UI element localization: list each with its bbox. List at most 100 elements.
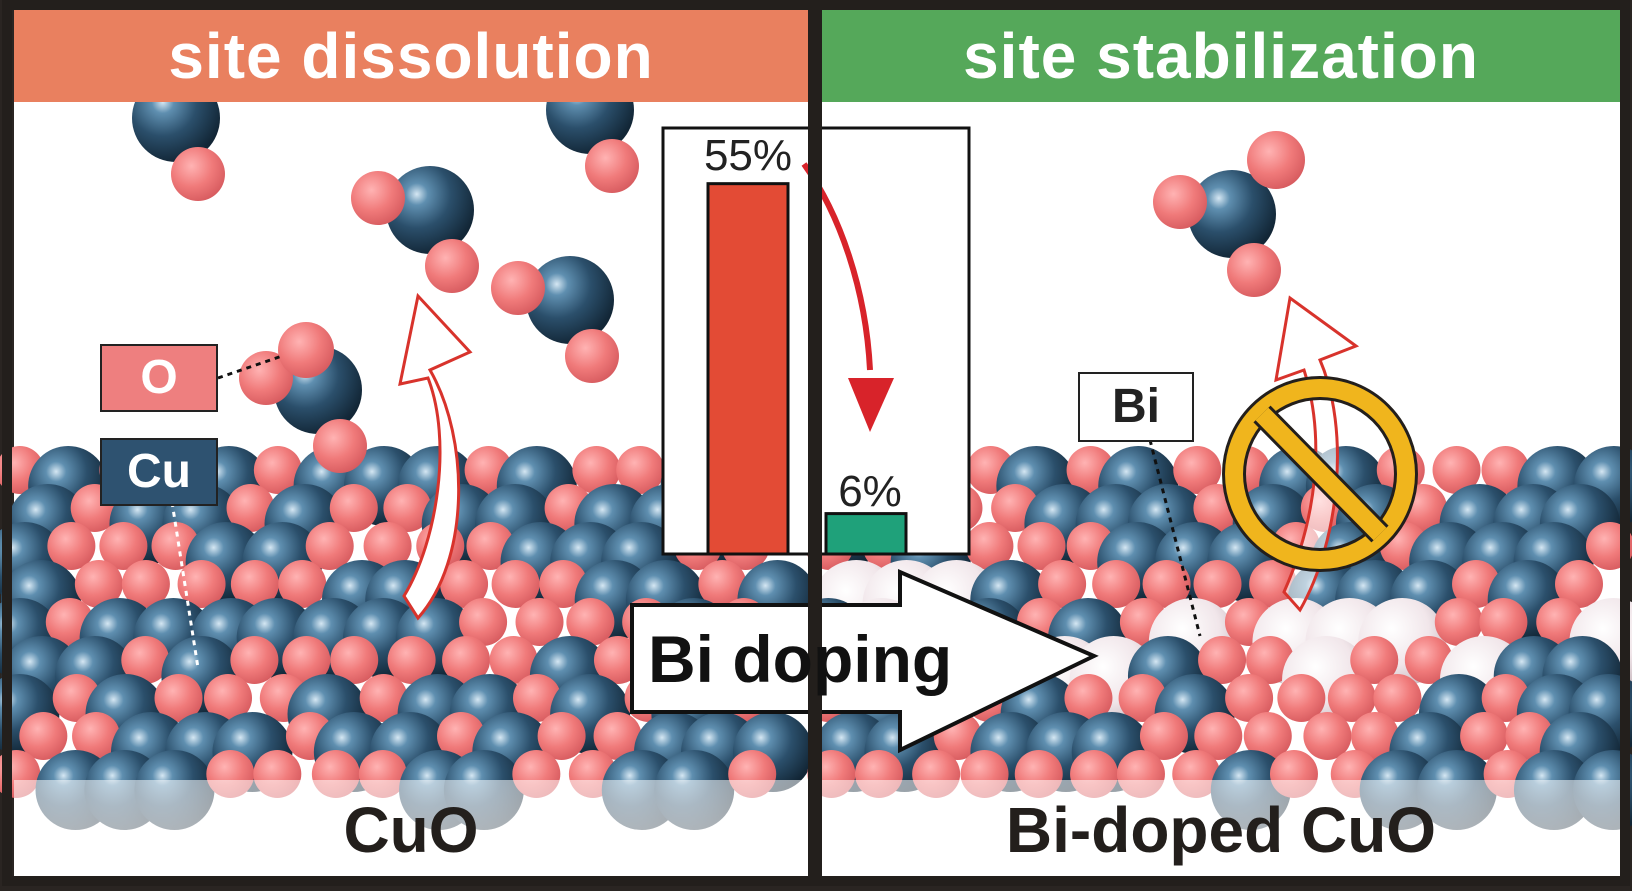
oxygen-atom	[387, 636, 436, 684]
oxygen-atom	[1277, 674, 1326, 722]
oxygen-atom	[566, 598, 615, 646]
oxygen-atom	[565, 329, 619, 383]
oxygen-atom	[278, 560, 327, 608]
right-substrate-band	[822, 780, 1620, 876]
oxygen-atom	[19, 712, 68, 760]
bi-doping-label: Bi doping	[648, 622, 953, 696]
oxygen-atom	[253, 446, 302, 494]
oxygen-atom	[1247, 131, 1305, 189]
oxygen-atom	[1555, 560, 1604, 608]
oxygen-atom	[1479, 598, 1528, 646]
oxygen-atom	[383, 484, 432, 532]
oxygen-atom	[177, 560, 226, 608]
right-header-bar	[822, 10, 1620, 102]
copper-atom	[526, 256, 614, 344]
oxygen-atom	[513, 674, 562, 722]
no-entry-icon	[1222, 376, 1418, 572]
copper-atom	[386, 166, 474, 254]
oxygen-atom	[351, 171, 405, 225]
oxygen-atom	[1351, 712, 1400, 760]
oxygen-atom	[1246, 636, 1295, 684]
copper-legend-tag: Cu	[100, 438, 218, 506]
oxygen-atom	[698, 560, 747, 608]
oxygen-atom	[1227, 243, 1281, 297]
panel-divider	[808, 0, 822, 886]
oxygen-atom	[154, 674, 203, 722]
oxygen-atom	[329, 484, 378, 532]
oxygen-atom	[459, 598, 508, 646]
right-material-label: Bi-doped CuO	[1005, 794, 1437, 866]
oxygen-atom	[72, 712, 121, 760]
oxygen-atom	[1432, 446, 1481, 494]
bar-value-label: 55%	[703, 131, 793, 180]
oxygen-atom	[121, 636, 170, 684]
oxygen-atom	[1142, 560, 1191, 608]
left-panel-title: site dissolution	[168, 20, 654, 92]
oxygen-atom	[359, 674, 408, 722]
oxygen-atom	[1153, 175, 1207, 229]
oxygen-atom	[47, 522, 96, 570]
dissolved-molecules	[132, 66, 1305, 473]
oxygen-atom	[230, 636, 279, 684]
oxygen-atom	[537, 712, 586, 760]
oxygen-atom	[1198, 636, 1247, 684]
oxygen-atom	[1173, 446, 1222, 494]
oxygen-atom	[121, 560, 170, 608]
left-substrate-band	[14, 780, 808, 876]
oxygen-atom	[585, 139, 639, 193]
oxygen-atom	[1327, 674, 1376, 722]
oxygen-atom	[1193, 560, 1242, 608]
oxygen-atom	[1017, 522, 1066, 570]
oxygen-atom	[1373, 674, 1422, 722]
oxygen-atom	[278, 322, 334, 378]
oxygen-atom	[965, 522, 1014, 570]
oxygen-atom	[313, 419, 367, 473]
oxygen-atom	[1249, 560, 1298, 608]
right-panel-title: site stabilization	[963, 20, 1479, 92]
oxygen-leader-line	[217, 354, 283, 380]
oxygen-atom	[425, 239, 479, 293]
oxygen-atom	[1038, 560, 1087, 608]
oxygen-atom	[230, 560, 279, 608]
left-material-label: CuO	[343, 794, 479, 866]
oxygen-atom	[440, 560, 489, 608]
bi-doping-arrow	[630, 568, 1099, 754]
bismuth-leader-line	[1148, 439, 1202, 637]
oxygen-atom	[515, 598, 564, 646]
oxygen-atom	[305, 522, 354, 570]
oxygen-atom	[593, 712, 642, 760]
oxygen-atom	[99, 522, 148, 570]
oxygen-atom	[593, 636, 642, 684]
oxygen-atom	[491, 261, 545, 315]
oxygen-atom	[572, 446, 621, 494]
bar-cuo	[706, 182, 790, 556]
oxygen-atom	[1139, 712, 1188, 760]
oxygen-atom	[1092, 560, 1141, 608]
oxygen-legend-tag: O	[100, 344, 218, 412]
oxygen-atom	[239, 351, 293, 405]
oxygen-atom	[1350, 636, 1399, 684]
curved-up-arrow-icon	[398, 292, 473, 621]
oxygen-atom	[616, 446, 665, 494]
oxygen-atom	[489, 636, 538, 684]
copper-atom	[1188, 170, 1276, 258]
oxygen-atom	[491, 560, 540, 608]
bar-bi-doped-cuo	[824, 512, 908, 556]
oxygen-atom	[1225, 674, 1274, 722]
reduction-arrow-head	[848, 378, 894, 432]
bar-value-label: 6%	[838, 467, 902, 516]
oxygen-atom	[442, 636, 491, 684]
oxygen-atom	[74, 560, 123, 608]
bismuth-legend-tag: Bi	[1078, 372, 1194, 442]
oxygen-atom	[282, 636, 331, 684]
oxygen-atom	[1434, 598, 1483, 646]
oxygen-atom	[1303, 712, 1352, 760]
oxygen-atom	[1460, 712, 1509, 760]
oxygen-atom	[204, 674, 253, 722]
copper-leader-line	[170, 501, 200, 669]
oxygen-atom	[1194, 712, 1243, 760]
oxygen-atom	[1481, 446, 1530, 494]
oxygen-atom	[1243, 712, 1292, 760]
oxygen-atom	[330, 636, 379, 684]
